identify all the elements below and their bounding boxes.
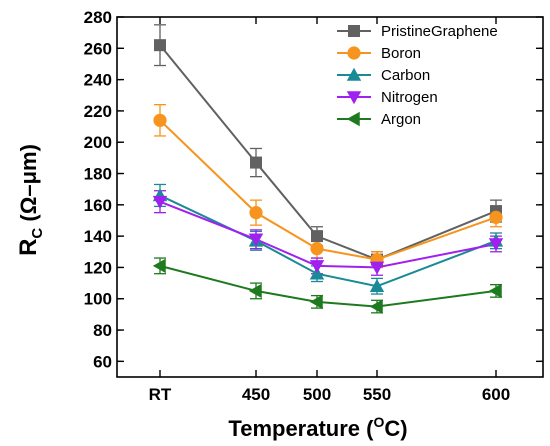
series-line <box>159 119 497 261</box>
y-tick-label: 240 <box>84 71 112 90</box>
plot-frame <box>116 16 544 378</box>
legend-marker <box>347 46 361 60</box>
x-axis-title: Temperature (OC) <box>228 414 407 441</box>
y-tick-label: 60 <box>93 352 112 371</box>
error-bars <box>154 24 502 314</box>
data-point <box>248 283 262 299</box>
data-point <box>369 279 385 292</box>
data-point <box>488 283 502 299</box>
data-point <box>310 242 324 256</box>
legend-label: Carbon <box>381 67 430 84</box>
data-point <box>153 113 167 127</box>
data-point <box>154 39 166 52</box>
data-point <box>250 156 262 169</box>
legend-marker <box>346 91 362 105</box>
data-point <box>309 294 323 310</box>
legend-label: Argon <box>381 111 421 128</box>
y-axis-title-sub: C <box>29 228 46 239</box>
x-tick-label: RT <box>149 385 172 404</box>
series-line <box>159 44 497 261</box>
y-tick-label: 280 <box>84 8 112 27</box>
data-markers <box>152 39 504 314</box>
legend: PristineGraphene Boron Carbon Nitrogen Argon <box>337 23 498 128</box>
y-axis-title: RC (Ω–μm) <box>15 144 46 256</box>
y-tick-label: 200 <box>84 133 112 152</box>
y-tick-label: 80 <box>93 321 112 340</box>
y-tick-label: 120 <box>84 258 112 277</box>
x-tick-label: 600 <box>482 385 510 404</box>
x-tick-label: 550 <box>363 385 391 404</box>
y-tick-label: 140 <box>84 227 112 246</box>
data-point <box>248 233 264 247</box>
axis-ticks: 60 80 100 120 140 160 180 200 220 240 260 280 RT 450 5… <box>84 8 543 404</box>
x-axis-title-sup: O <box>373 414 384 430</box>
y-tick-label: 180 <box>84 165 112 184</box>
x-tick-label: 450 <box>242 385 270 404</box>
y-tick-label: 260 <box>84 39 112 58</box>
legend-marker <box>348 25 360 37</box>
data-point <box>249 206 263 220</box>
data-point <box>369 261 385 275</box>
data-point <box>488 238 504 252</box>
data-point <box>152 258 166 274</box>
data-point <box>489 210 503 224</box>
plot-area <box>116 16 544 378</box>
legend-marker <box>346 67 362 81</box>
legend-label: PristineGraphene <box>381 23 498 40</box>
data-point <box>311 230 323 243</box>
series-line <box>159 264 497 308</box>
legend-label: Nitrogen <box>381 89 438 106</box>
x-tick-label: 500 <box>303 385 331 404</box>
data-point <box>369 299 383 314</box>
data-point <box>309 260 325 274</box>
y-tick-label: 160 <box>84 196 112 215</box>
legend-marker <box>346 111 360 127</box>
y-tick-label: 220 <box>84 102 112 121</box>
y-tick-label: 100 <box>84 290 112 309</box>
series-lines <box>159 44 497 308</box>
data-point <box>152 195 168 209</box>
legend-label: Boron <box>381 45 421 62</box>
